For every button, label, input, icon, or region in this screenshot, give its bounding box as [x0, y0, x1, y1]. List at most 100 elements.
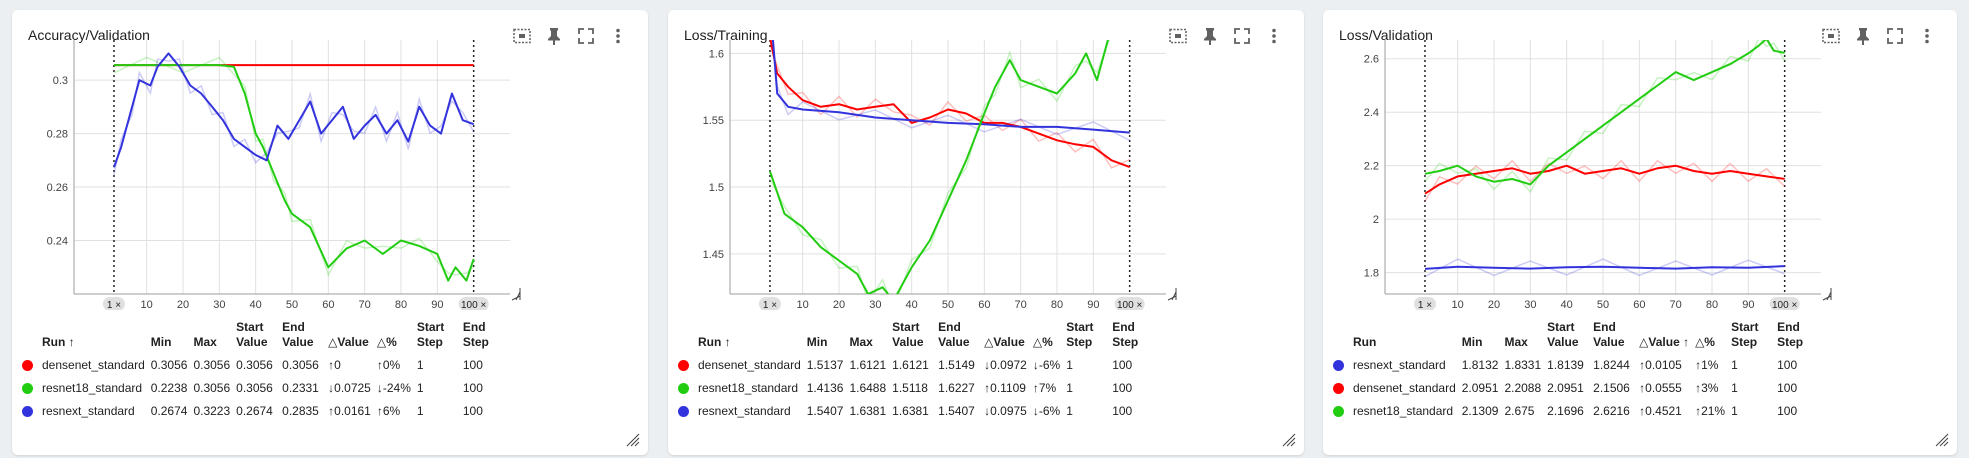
table-row[interactable]: densenet_standard 1.5137 1.6121 1.6121 1.514…: [678, 354, 1158, 377]
column-header[interactable]: Max: [849, 335, 873, 349]
column-header[interactable]: End Value: [282, 320, 314, 349]
range-start-chip[interactable]: 1 ×: [102, 297, 125, 310]
pin-button[interactable]: [1847, 23, 1879, 49]
range-chip-label: 1 ×: [763, 300, 777, 310]
run-color-dot: [1333, 406, 1344, 418]
fullscreen-icon: [1234, 28, 1250, 44]
cell-max: 0.3056: [193, 381, 231, 395]
cell-start: 2.1696: [1547, 404, 1584, 418]
y-tick-label: 1.45: [703, 249, 724, 261]
column-header[interactable]: Start Step: [416, 320, 445, 349]
cell-dval: ↑0.0161: [328, 404, 371, 418]
cell-run: resnext_standard: [698, 404, 791, 418]
run-color-dot: [678, 383, 689, 395]
cell-min: 1.4136: [806, 381, 844, 395]
line-chart[interactable]: 0.24 0.26 0.28 0.3 10 20 30 40 50 60 70 80 90 1 × 100 …: [12, 10, 532, 310]
fullscreen-button[interactable]: [570, 23, 602, 49]
run-color-cell: [22, 354, 42, 377]
more-vert-button[interactable]: [1258, 23, 1290, 49]
column-header[interactable]: △Value: [984, 335, 1025, 349]
table-row[interactable]: resnext_standard 1.8132 1.8331 1.8139 1.8244…: [1333, 354, 1823, 377]
column-header[interactable]: Min: [150, 335, 172, 349]
series-resnext_standard: [771, 40, 1131, 141]
chart-resize-icon[interactable]: [1167, 288, 1177, 301]
cell-dval: ↓0.0725: [328, 381, 371, 395]
column-header[interactable]: Start Value: [236, 320, 268, 349]
pin-button[interactable]: [1194, 23, 1226, 49]
run-color-dot: [1333, 383, 1344, 395]
fullscreen-button[interactable]: [1226, 23, 1258, 49]
table-row[interactable]: resnet18_standard 0.2238 0.3056 0.3056 0.233…: [22, 377, 509, 400]
fit-domain-button[interactable]: [1162, 23, 1194, 49]
cell-dpct: ↓-6%: [1032, 404, 1061, 418]
cell-start: 1.8139: [1547, 358, 1584, 372]
table-row[interactable]: resnet18_standard 2.1309 2.675 2.1696 2.6216…: [1333, 400, 1823, 423]
column-header[interactable]: Min: [806, 335, 828, 349]
column-header[interactable]: End Step: [462, 320, 489, 349]
column-header[interactable]: End Step: [1777, 320, 1804, 349]
column-header[interactable]: End Value: [938, 320, 970, 349]
chart-resize-icon[interactable]: [1822, 288, 1832, 301]
line-chart[interactable]: 1.8 2 2.2 2.4 2.6 10 20 30 40 50 60 70 80 90 1 × 100 ×: [1323, 10, 1843, 310]
chart-resize-icon[interactable]: [511, 288, 521, 301]
column-header[interactable]: △Value ↑: [1639, 335, 1690, 349]
column-header[interactable]: Start Value: [892, 320, 924, 349]
fit-domain-button[interactable]: [1815, 23, 1847, 49]
column-header[interactable]: Min: [1461, 335, 1483, 349]
card-resize-icon[interactable]: [1935, 433, 1949, 447]
cell-dval: ↑0.0105: [1639, 358, 1682, 372]
series-line: [113, 52, 475, 168]
range-start-chip[interactable]: 1 ×: [758, 297, 781, 310]
column-header[interactable]: △Value: [328, 335, 369, 349]
range-end-chip[interactable]: 100 ×: [1114, 297, 1145, 310]
x-tick-label: 20: [833, 299, 845, 310]
cell-end: 2.6216: [1593, 404, 1630, 418]
table-row[interactable]: resnext_standard 0.2674 0.3223 0.2674 0.2835…: [22, 400, 509, 423]
column-header[interactable]: Start Step: [1066, 320, 1094, 349]
cell-end: 1.6227: [938, 381, 975, 395]
chart-card-accuracy-validation: Accuracy/Validation 0.24 0.26 0.28 0.3 10 20 30…: [12, 10, 648, 455]
x-tick-label: 60: [1633, 299, 1645, 310]
cell-start: 1.5118: [892, 381, 928, 395]
column-header[interactable]: Run: [1353, 335, 1377, 349]
column-header[interactable]: △%: [1695, 335, 1715, 349]
cell-estep: 100: [462, 404, 483, 418]
y-tick-label: 1.55: [703, 115, 724, 127]
table-row[interactable]: densenet_standard 0.3056 0.3056 0.3056 0.305…: [22, 354, 509, 377]
card-resize-icon[interactable]: [626, 433, 640, 447]
y-tick-label: 0.28: [47, 129, 68, 141]
column-header[interactable]: Run ↑: [42, 335, 75, 349]
range-start-chip[interactable]: 1 ×: [1413, 297, 1436, 310]
pin-button[interactable]: [538, 23, 570, 49]
table-row[interactable]: resnext_standard 1.5407 1.6381 1.6381 1.5407…: [678, 400, 1158, 423]
card-toolbar: [1162, 23, 1290, 49]
card-resize-icon[interactable]: [1282, 433, 1296, 447]
column-header[interactable]: △%: [376, 335, 397, 349]
card-toolbar: [506, 23, 634, 49]
line-chart[interactable]: 1.45 1.5 1.55 1.6 10 20 30 40 50 60 70 80 90 1 × 100 ×: [668, 10, 1188, 310]
cell-dval: ↓0.0972: [984, 358, 1027, 372]
series-line: [114, 64, 475, 282]
column-header[interactable]: End Step: [1112, 320, 1139, 349]
column-header[interactable]: Run ↑: [698, 335, 731, 349]
range-end-chip[interactable]: 100 ×: [1769, 297, 1800, 310]
cell-max: 1.6121: [849, 358, 887, 372]
column-header[interactable]: End Value: [1593, 320, 1625, 349]
table-row[interactable]: densenet_standard 2.0951 2.2088 2.0951 2.150…: [1333, 377, 1823, 400]
column-header[interactable]: △%: [1032, 335, 1053, 349]
column-header[interactable]: Max: [1504, 335, 1528, 349]
series-line: [1424, 265, 1785, 270]
more-vert-button[interactable]: [1911, 23, 1943, 49]
fullscreen-button[interactable]: [1879, 23, 1911, 49]
table-row[interactable]: resnet18_standard 1.4136 1.6488 1.5118 1.622…: [678, 377, 1158, 400]
x-tick-label: 20: [1488, 299, 1500, 310]
more-vert-button[interactable]: [602, 23, 634, 49]
column-header[interactable]: Start Step: [1731, 320, 1759, 349]
fullscreen-icon: [1887, 28, 1903, 44]
range-end-chip[interactable]: 100 ×: [458, 297, 489, 310]
column-header[interactable]: Max: [193, 335, 217, 349]
card-toolbar: [1815, 23, 1943, 49]
fit-domain-button[interactable]: [506, 23, 538, 49]
more-vert-icon: [1271, 28, 1277, 44]
column-header[interactable]: Start Value: [1547, 320, 1579, 349]
